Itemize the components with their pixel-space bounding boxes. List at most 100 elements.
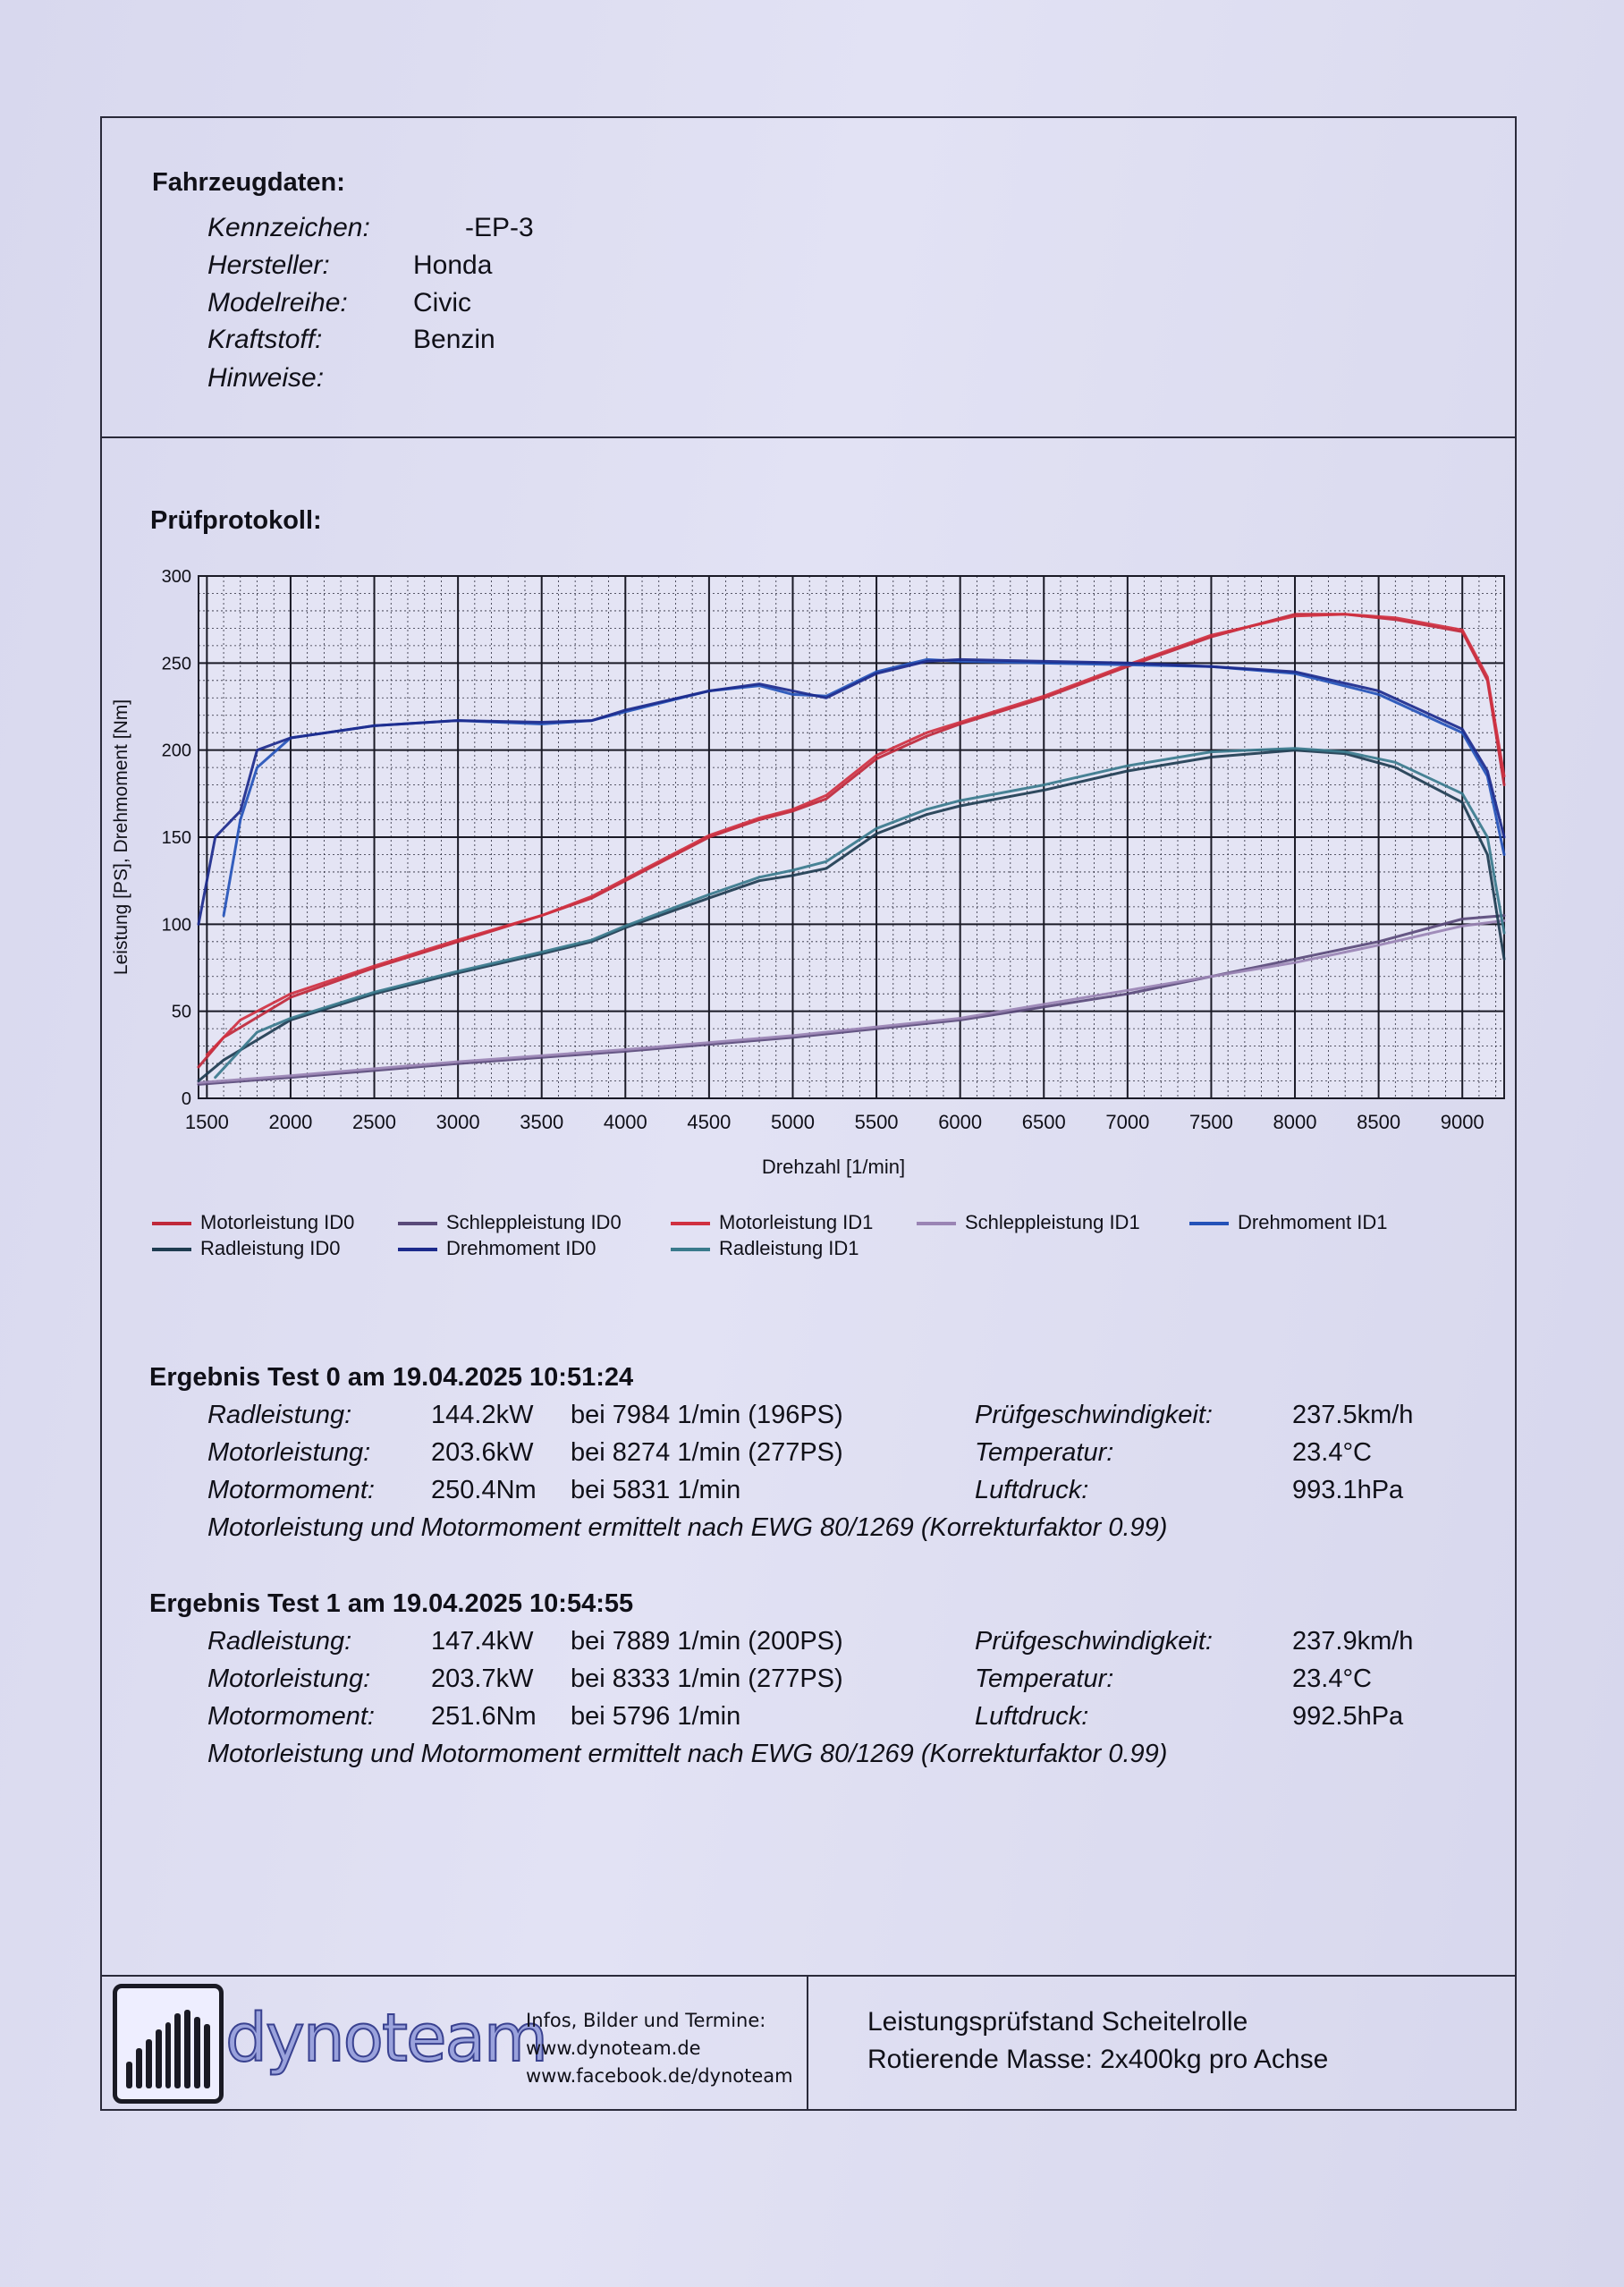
x-tick-label: 2000 [268,1111,312,1133]
legend-swatch [398,1248,437,1252]
vehicle-heading: Fahrzeugdaten: [152,168,345,197]
field-value-fuel: Benzin [413,325,495,354]
legend-item: Radleistung ID1 [671,1237,859,1260]
field-label-plate: Kennzeichen: [207,213,370,242]
legend-swatch [671,1248,710,1252]
result-detail: bei 5796 1/min [571,1702,741,1731]
info-line-website[interactable]: www.dynoteam.de [526,2037,701,2059]
y-tick-label: 300 [162,567,191,587]
x-tick-label: 3000 [436,1111,480,1133]
divider-footer [100,1975,1517,1977]
result-value: 251.6Nm [431,1702,537,1731]
divider-vehicle [100,436,1517,438]
legend-label: Schleppleistung ID0 [446,1211,622,1233]
legend-label: Schleppleistung ID1 [965,1211,1140,1233]
result-label: Motorleistung: [207,1438,371,1467]
x-tick-label: 8500 [1357,1111,1400,1133]
legend-item: Radleistung ID0 [152,1237,341,1260]
field-label-notes: Hinweise: [207,363,325,393]
x-tick-label: 3500 [520,1111,563,1133]
result-detail: bei 7889 1/min (200PS) [571,1627,843,1656]
field-label-fuel: Kraftstoff: [207,325,323,354]
legend-label: Motorleistung ID1 [719,1211,874,1233]
info-line-heading: Infos, Bilder und Termine: [526,2010,766,2031]
dynoteam-logo-icon [113,1984,224,2104]
legend-item: Drehmoment ID0 [398,1237,596,1260]
x-tick-label: 9000 [1441,1111,1484,1133]
result-condition-label: Luftdruck: [975,1476,1089,1504]
legend-item: Schleppleistung ID0 [398,1211,622,1234]
legend-swatch [917,1222,956,1226]
protocol-heading: Prüfprotokoll: [150,506,322,535]
y-tick-label: 50 [172,1003,191,1022]
series-line-7 [214,747,1506,1080]
result-label: Radleistung: [207,1627,352,1656]
logo-wordmark: dynoteam [224,1999,549,2078]
result-condition-value: 237.9km/h [1292,1627,1414,1656]
x-tick-label: 6500 [1022,1111,1066,1133]
result-value: 203.7kW [431,1664,534,1693]
y-tick-label: 250 [162,654,191,673]
field-value-maker: Honda [413,250,493,280]
report-frame [100,116,1517,2111]
dyno-chart: 1500 2000 2500 3000 3500 4000 4500 5000 5500 6000… [111,567,1506,1178]
legend-swatch [671,1222,710,1226]
x-tick-label: 2500 [352,1111,396,1133]
series-line-5 [197,749,1506,1082]
y-tick-label: 200 [162,741,191,761]
divider-footer-vertical [807,1975,808,2111]
result-condition-label: Luftdruck: [975,1702,1089,1731]
field-value-plate: -EP-3 [465,213,534,242]
y-tick-label: 0 [182,1089,191,1109]
x-tick-label: 1500 [185,1111,229,1133]
result-label: Motorleistung: [207,1664,371,1693]
rig-line-mass: Rotierende Masse: 2x400kg pro Achse [867,2045,1329,2074]
result-detail: bei 5831 1/min [571,1476,741,1504]
x-tick-label: 8000 [1273,1111,1317,1133]
result-note: Motorleistung und Motormoment ermittelt … [207,1513,1168,1542]
legend-label: Radleistung ID1 [719,1237,859,1259]
legend-label: Drehmoment ID1 [1238,1211,1388,1233]
legend-item: Motorleistung ID1 [671,1211,873,1234]
series-line-1 [197,914,1506,1086]
x-tick-label: 4500 [687,1111,731,1133]
result-value: 147.4kW [431,1627,534,1656]
result-value: 203.6kW [431,1438,534,1467]
series-line-3 [197,919,1506,1084]
y-tick-label: 100 [162,915,191,935]
result-condition-value: 237.5km/h [1292,1401,1414,1429]
x-tick-label: 4000 [604,1111,647,1133]
result-value: 250.4Nm [431,1476,537,1504]
result-title: Ergebnis Test 1 am 19.04.2025 10:54:55 [149,1589,634,1618]
x-tick-label: 7500 [1189,1111,1233,1133]
field-label-model: Modelreihe: [207,288,348,318]
info-line-facebook[interactable]: www.facebook.de/dynoteam [526,2065,793,2087]
rig-line-type: Leistungsprüfstand Scheitelrolle [867,2007,1248,2037]
result-label: Radleistung: [207,1401,352,1429]
x-tick-label: 6000 [938,1111,982,1133]
result-value: 144.2kW [431,1401,534,1429]
legend-swatch [152,1248,191,1252]
legend-label: Radleistung ID0 [200,1237,341,1259]
result-detail: bei 7984 1/min (196PS) [571,1401,843,1429]
field-value-model: Civic [413,288,471,318]
result-condition-label: Temperatur: [975,1438,1114,1467]
result-title: Ergebnis Test 0 am 19.04.2025 10:51:24 [149,1363,634,1392]
legend-swatch [1189,1222,1229,1226]
legend-swatch [398,1222,437,1226]
series-line-2 [205,613,1506,1056]
result-condition-value: 23.4°C [1292,1438,1372,1467]
legend-item: Schleppleistung ID1 [917,1211,1140,1234]
legend-item: Motorleistung ID0 [152,1211,354,1234]
x-tick-label: 7000 [1105,1111,1149,1133]
x-tick-label: 5500 [855,1111,899,1133]
result-label: Motormoment: [207,1476,375,1504]
x-axis-label: Drehzahl [1/min] [762,1156,905,1178]
result-detail: bei 8274 1/min (277PS) [571,1438,843,1467]
legend-label: Motorleistung ID0 [200,1211,355,1233]
y-tick-label: 150 [162,828,191,848]
result-condition-value: 992.5hPa [1292,1702,1404,1731]
result-condition-label: Temperatur: [975,1664,1114,1693]
rig-description: Leistungsprüfstand Scheitelrolle Rotiere… [867,2003,1328,2079]
